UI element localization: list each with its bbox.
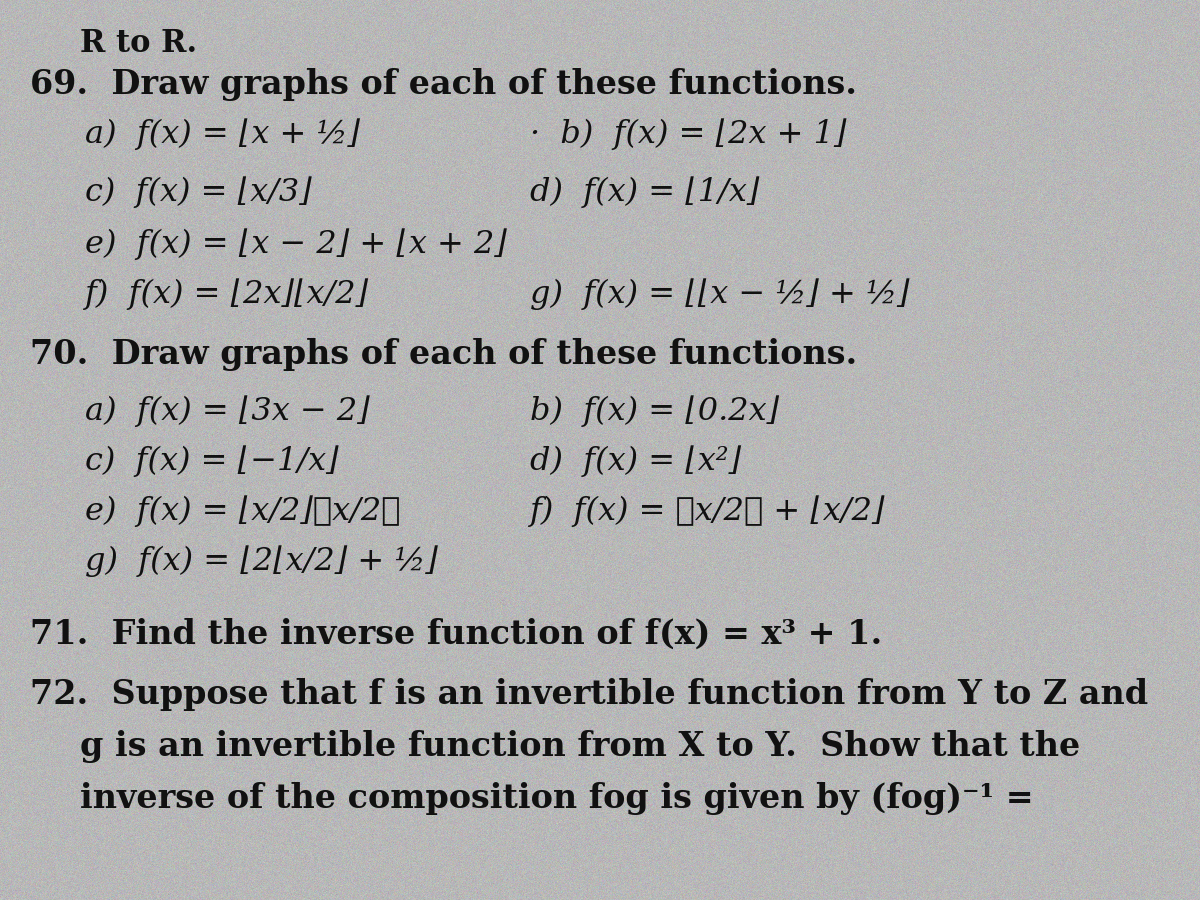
Text: 72.  Suppose that f is an invertible function from Y to Z and: 72. Suppose that f is an invertible func… [30, 678, 1148, 711]
Text: c)  f(x) = ⌊x/3⌋: c) f(x) = ⌊x/3⌋ [85, 176, 312, 208]
Text: g)  f(x) = ⌊2⌊x/2⌋ + ½⌋: g) f(x) = ⌊2⌊x/2⌋ + ½⌋ [85, 545, 438, 577]
Text: f)  f(x) = ⌊2x⌋⌊x/2⌋: f) f(x) = ⌊2x⌋⌊x/2⌋ [85, 278, 370, 310]
Text: ·  b)  f(x) = ⌊2x + 1⌋: · b) f(x) = ⌊2x + 1⌋ [530, 118, 846, 149]
Text: d)  f(x) = ⌊x²⌋: d) f(x) = ⌊x²⌋ [530, 445, 742, 477]
Text: a)  f(x) = ⌊x + ½⌋: a) f(x) = ⌊x + ½⌋ [85, 118, 360, 149]
Text: 71.  Find the inverse function of f(x) = x³ + 1.: 71. Find the inverse function of f(x) = … [30, 618, 882, 651]
Text: 69.  Draw graphs of each of these functions.: 69. Draw graphs of each of these functio… [30, 68, 857, 101]
Text: c)  f(x) = ⌊−1/x⌋: c) f(x) = ⌊−1/x⌋ [85, 445, 338, 477]
Text: R to R.: R to R. [80, 28, 197, 59]
Text: g is an invertible function from X to Y.  Show that the: g is an invertible function from X to Y.… [80, 730, 1080, 763]
Text: b)  f(x) = ⌊0.2x⌋: b) f(x) = ⌊0.2x⌋ [530, 395, 779, 427]
Text: 70.  Draw graphs of each of these functions.: 70. Draw graphs of each of these functio… [30, 338, 857, 371]
Text: a)  f(x) = ⌊3x − 2⌋: a) f(x) = ⌊3x − 2⌋ [85, 395, 370, 427]
Text: d)  f(x) = ⌊1/x⌋: d) f(x) = ⌊1/x⌋ [530, 176, 760, 208]
Text: e)  f(x) = ⌊x/2⌋⌌x/2⌍: e) f(x) = ⌊x/2⌋⌌x/2⌍ [85, 495, 401, 526]
Text: inverse of the composition fog is given by (fog)⁻¹ =: inverse of the composition fog is given … [80, 782, 1033, 815]
Text: e)  f(x) = ⌊x − 2⌋ + ⌊x + 2⌋: e) f(x) = ⌊x − 2⌋ + ⌊x + 2⌋ [85, 228, 506, 260]
Text: g)  f(x) = ⌊⌊x − ½⌋ + ½⌋: g) f(x) = ⌊⌊x − ½⌋ + ½⌋ [530, 278, 910, 310]
Text: f)  f(x) = ⌌x/2⌍ + ⌊x/2⌋: f) f(x) = ⌌x/2⌍ + ⌊x/2⌋ [530, 495, 886, 526]
